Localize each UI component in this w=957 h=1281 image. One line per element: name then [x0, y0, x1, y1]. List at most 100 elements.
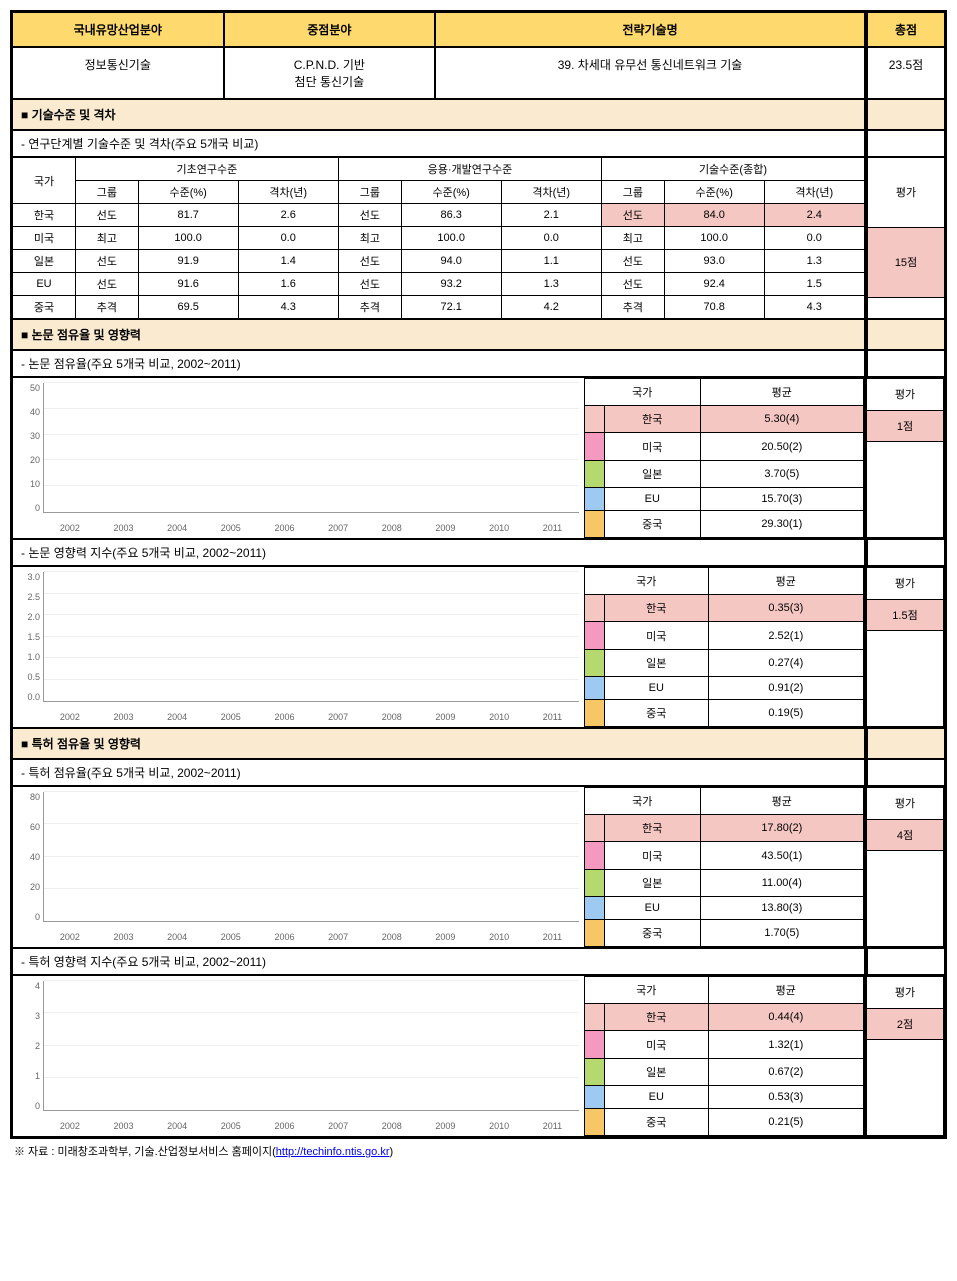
table-cell: 92.4	[664, 273, 764, 296]
th-eval: 평가	[867, 158, 945, 228]
legend-color	[585, 815, 605, 842]
legend-color	[585, 1058, 605, 1085]
table-cell: 0.0	[501, 227, 601, 250]
legend-color	[585, 649, 605, 676]
th-gap: 격차(년)	[501, 181, 601, 204]
header-col4-value: 23.5점	[865, 47, 945, 99]
section1-table-container: 국가 기초연구수준 응용·개발연구수준 기술수준(종합) 그룹수준(%)격차(년…	[12, 157, 945, 319]
section2-title: ■ 논문 점유율 및 영향력	[12, 319, 865, 350]
chart-score: 4점	[866, 819, 944, 851]
legend-name: 중국	[605, 919, 701, 946]
legend-table: 국가평균한국17.80(2)미국43.50(1)일본11.00(4)EU13.8…	[584, 787, 864, 947]
legend-name: 한국	[605, 815, 701, 842]
chart-subtitle: - 특허 점유율(주요 5개국 비교, 2002~2011)	[12, 759, 865, 786]
table-cell: 1.3	[764, 250, 864, 273]
legend-color	[585, 699, 605, 726]
th-applied: 응용·개발연구수준	[338, 158, 601, 181]
section1-header-row: ■ 기술수준 및 격차	[12, 99, 945, 130]
table-cell: 91.9	[138, 250, 238, 273]
legend-th-avg: 평균	[700, 379, 863, 406]
table-cell: 100.0	[664, 227, 764, 250]
section2-spacer	[865, 319, 945, 350]
legend-name: 중국	[605, 699, 709, 726]
table-cell: 4.3	[764, 296, 864, 319]
header-col3-value: 39. 차세대 유무선 통신네트워크 기술	[435, 47, 865, 99]
th-total: 기술수준(종합)	[601, 158, 864, 181]
legend-th-eval: 평가	[866, 379, 944, 411]
legend-name: 미국	[605, 622, 709, 649]
section1-subtitle: - 연구단계별 기술수준 및 격차(주요 5개국 비교)	[12, 130, 865, 157]
footer-text-end: )	[390, 1146, 394, 1158]
table-cell: 1.3	[501, 273, 601, 296]
legend-color	[585, 595, 605, 622]
table-cell: 2.6	[238, 204, 338, 227]
legend-avg: 29.30(1)	[700, 510, 863, 537]
section1-subtitle-row: - 연구단계별 기술수준 및 격차(주요 5개국 비교)	[12, 130, 945, 157]
legend-th-country: 국가	[585, 379, 701, 406]
footer-note: ※ 자료 : 미래창조과학부, 기술.산업정보서비스 홈페이지(http://t…	[10, 1139, 947, 1163]
table-cell: 미국	[13, 227, 76, 250]
header-col2-label: 중점분야	[224, 12, 436, 47]
th-gap: 격차(년)	[764, 181, 864, 204]
legend-color	[585, 842, 605, 869]
legend-avg: 3.70(5)	[700, 460, 863, 487]
table-cell: 중국	[13, 296, 76, 319]
header-row-labels: 국내유망산업분야 중점분야 전략기술명 총점	[12, 12, 945, 47]
legend-name: EU	[605, 676, 709, 699]
tech-score: 15점	[867, 227, 945, 297]
chart-score-col: 평가1.5점	[864, 567, 944, 727]
chart-score: 1.5점	[866, 599, 944, 631]
th-level: 수준(%)	[138, 181, 238, 204]
table-cell: 100.0	[401, 227, 501, 250]
tech-level-table: 국가 기초연구수준 응용·개발연구수준 기술수준(종합) 그룹수준(%)격차(년…	[12, 157, 865, 319]
legend-avg: 13.80(3)	[700, 896, 863, 919]
legend-table: 국가평균한국5.30(4)미국20.50(2)일본3.70(5)EU15.70(…	[584, 378, 864, 538]
footer-link[interactable]: http://techinfo.ntis.go.kr	[276, 1146, 390, 1158]
th-level: 수준(%)	[401, 181, 501, 204]
legend-name: EU	[605, 487, 701, 510]
table-cell: 선도	[75, 204, 138, 227]
section1-title: ■ 기술수준 및 격차	[12, 99, 865, 130]
footer-text: ※ 자료 : 미래창조과학부, 기술.산업정보서비스 홈페이지(	[14, 1146, 276, 1158]
chart-score: 1점	[866, 410, 944, 442]
th-group: 그룹	[601, 181, 664, 204]
section3-header-row: ■ 특허 점유율 및 영향력	[12, 728, 945, 759]
header-col2-value: C.P.N.D. 기반 첨단 통신기술	[224, 47, 436, 99]
table-cell: 4.2	[501, 296, 601, 319]
legend-color	[585, 896, 605, 919]
legend-color	[585, 1031, 605, 1058]
legend-color	[585, 406, 605, 433]
legend-color	[585, 622, 605, 649]
legend-avg: 1.32(1)	[708, 1031, 863, 1058]
chart-score-col: 평가1점	[864, 378, 944, 538]
legend-table: 국가평균한국0.35(3)미국2.52(1)일본0.27(4)EU0.91(2)…	[584, 567, 864, 727]
bar-chart: 8060402002002200320042005200620072008200…	[13, 787, 584, 947]
bar-chart: 5040302010020022003200420052006200720082…	[13, 378, 584, 538]
table-cell: EU	[13, 273, 76, 296]
main-container: 국내유망산업분야 중점분야 전략기술명 총점 정보통신기술 C.P.N.D. 기…	[10, 10, 947, 1139]
table-cell: 94.0	[401, 250, 501, 273]
legend-th-eval: 평가	[866, 788, 944, 820]
section3-title: ■ 특허 점유율 및 영향력	[12, 728, 865, 759]
legend-th-avg: 평균	[708, 977, 863, 1004]
table-cell: 1.1	[501, 250, 601, 273]
table-cell: 100.0	[138, 227, 238, 250]
legend-th-avg: 평균	[700, 788, 863, 815]
bar-chart: 3.02.52.01.51.00.50.02002200320042005200…	[13, 567, 584, 727]
legend-avg: 0.53(3)	[708, 1085, 863, 1108]
legend-avg: 0.35(3)	[708, 595, 863, 622]
legend-avg: 0.44(4)	[708, 1004, 863, 1031]
table-cell: 2.1	[501, 204, 601, 227]
legend-name: 미국	[605, 1031, 709, 1058]
legend-avg: 5.30(4)	[700, 406, 863, 433]
legend-color	[585, 1004, 605, 1031]
table-cell: 93.0	[664, 250, 764, 273]
legend-avg: 0.27(4)	[708, 649, 863, 676]
th-level: 수준(%)	[664, 181, 764, 204]
table-cell: 0.0	[238, 227, 338, 250]
th-group: 그룹	[338, 181, 401, 204]
table-cell: 70.8	[664, 296, 764, 319]
table-cell: 선도	[75, 250, 138, 273]
chart-subtitle: - 특허 영향력 지수(주요 5개국 비교, 2002~2011)	[12, 948, 865, 975]
table-cell: 추격	[601, 296, 664, 319]
